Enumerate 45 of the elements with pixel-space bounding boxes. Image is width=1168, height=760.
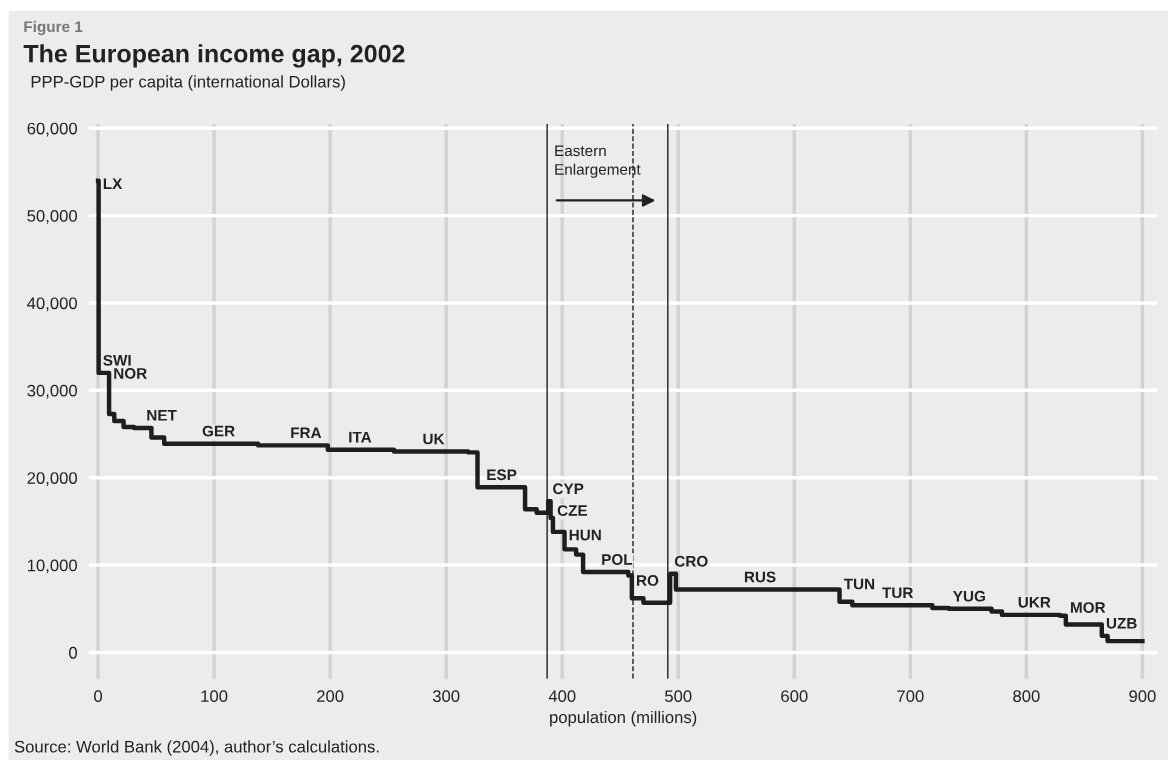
annotation: YUG	[953, 590, 985, 602]
annotation: SWI	[103, 354, 131, 366]
annotation: TUN	[843, 578, 875, 590]
y-axis-title: PPP-GDP per capita (international Dollars)	[31, 75, 345, 91]
y-tick-label: 60,000	[27, 122, 78, 137]
annotation: UK	[423, 433, 445, 445]
annotation: TUR	[882, 587, 914, 599]
y-tick-label: 40,000	[27, 297, 78, 312]
annotation: RO	[637, 575, 659, 586]
y-tick-label: 50,000	[27, 210, 78, 224]
y-tick-label: 0	[69, 646, 78, 659]
y-tick-label: 30,000	[27, 384, 78, 399]
annotation: CYP	[553, 483, 584, 495]
annotation: ESP	[487, 469, 517, 481]
source-note: Source: World Bank (2004), author’s calculations.	[14, 740, 379, 756]
annotation: UZB	[1106, 618, 1137, 629]
chart-subtitle: Figure 1	[24, 20, 83, 36]
ref-line-label: Eastern Enlargement	[555, 145, 641, 178]
annotation: NET	[147, 410, 177, 421]
annotation: CZE	[557, 505, 588, 516]
x-tick-label: 900	[1129, 690, 1156, 703]
x-tick-label: 100	[201, 690, 228, 703]
annotation: NOR	[114, 367, 147, 379]
x-tick-label: 800	[1013, 690, 1040, 703]
annotation: CRO	[674, 555, 708, 567]
x-tick-label: 400	[548, 690, 576, 703]
x-tick-label: 700	[897, 690, 924, 703]
annotation: FRA	[291, 427, 322, 439]
x-tick-label: 600	[781, 690, 808, 703]
annotation: GER	[202, 425, 235, 437]
chart-title: The European income gap, 2002	[23, 44, 405, 68]
x-tick-label: 200	[317, 690, 344, 703]
y-tick-label: 10,000	[27, 559, 78, 574]
x-tick-label: 500	[665, 690, 692, 703]
annotation: LX	[103, 178, 123, 190]
annotation: POL	[602, 554, 633, 565]
x-tick-label: 300	[432, 690, 460, 703]
annotation: ITA	[349, 431, 372, 443]
annotation: MOR	[1071, 602, 1106, 613]
x-tick-label: 0	[94, 690, 103, 703]
annotation: HUN	[569, 529, 601, 541]
annotation: RUS	[744, 571, 776, 583]
annotation: UKR	[1018, 597, 1051, 608]
x-axis-title: population (millions)	[550, 710, 697, 727]
y-tick-label: 20,000	[27, 472, 78, 486]
